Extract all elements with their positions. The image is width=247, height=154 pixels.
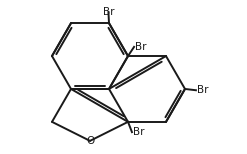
Text: O: O (86, 136, 94, 146)
Text: Br: Br (135, 42, 146, 52)
Text: Br: Br (133, 127, 144, 137)
Text: Br: Br (197, 85, 208, 95)
Text: Br: Br (103, 7, 114, 17)
